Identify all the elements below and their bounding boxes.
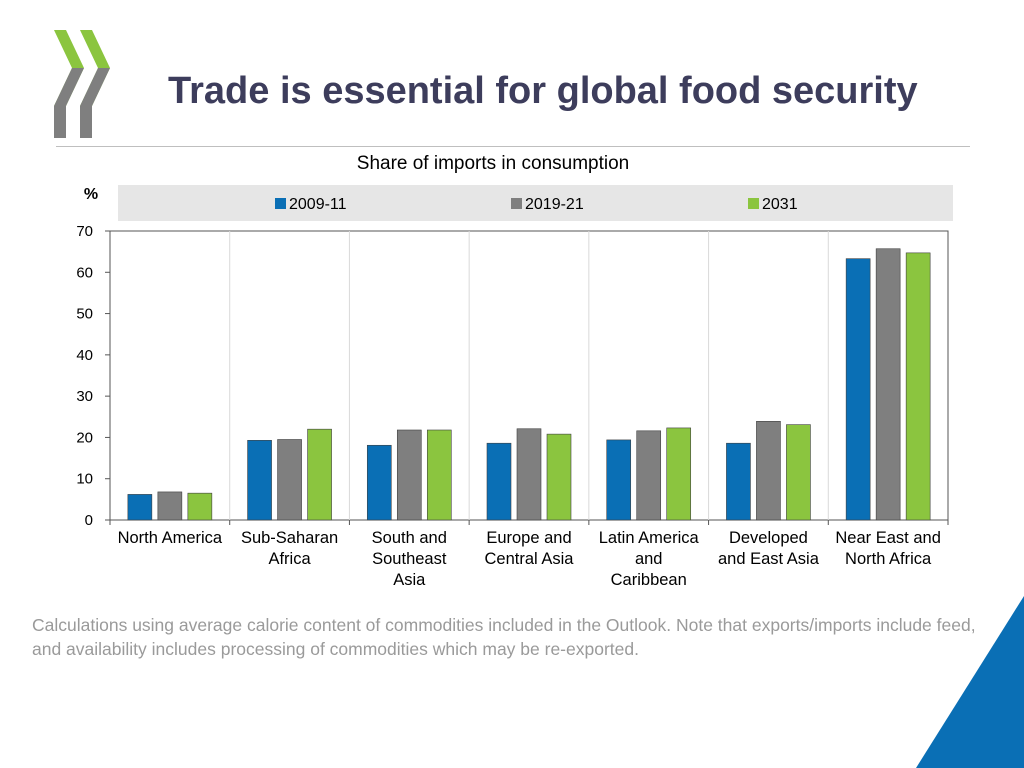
y-tick-label: 40 (76, 347, 93, 364)
legend-label-2009-11: 2009-11 (289, 196, 347, 213)
bar-2019-21-6 (875, 248, 901, 521)
bar-2009-11-0 (127, 494, 153, 521)
title-divider (56, 146, 970, 147)
bar-2009-11-5 (726, 442, 751, 521)
logo-chevron-gray-right (80, 68, 110, 138)
legend-label-2031: 2031 (762, 196, 798, 213)
legend-box (118, 185, 953, 221)
bar-2009-11-3 (486, 442, 512, 521)
x-tick-label: North America (118, 529, 223, 547)
bar-2009-11-6 (845, 258, 871, 521)
bar-2009-11-4 (606, 439, 632, 521)
x-tick-label: Sub-Saharan Africa (241, 529, 338, 568)
footnote: Calculations using average calorie conte… (32, 615, 976, 659)
bar-2019-21-3 (516, 428, 542, 521)
y-axis-unit-label: % (84, 186, 98, 203)
legend-swatch-2031 (748, 198, 759, 209)
legend-swatch-2019-21 (511, 198, 522, 209)
legend-swatch-2009-11 (275, 198, 286, 209)
bar-chart: Share of imports in consumption % 010203… (76, 153, 953, 589)
bar-2031-3 (546, 433, 572, 521)
bar-2019-21-0 (157, 491, 183, 521)
y-tick-label: 60 (76, 264, 93, 281)
bar-2031-2 (426, 429, 452, 521)
bar-2009-11-1 (247, 440, 272, 521)
bar-2019-21-5 (756, 421, 781, 521)
x-tick-label: South and Southeast Asia (372, 529, 447, 589)
x-tick-label: Near East and North Africa (835, 529, 940, 568)
y-tick-label: 30 (76, 388, 93, 405)
page-title: Trade is essential for global food secur… (168, 70, 918, 112)
logo-chevron-gray-left (54, 68, 84, 138)
y-tick-label: 70 (76, 223, 93, 240)
chart-title: Share of imports in consumption (357, 153, 629, 174)
bar-2031-0 (187, 492, 213, 521)
bar-2019-21-2 (396, 429, 422, 521)
legend-label-2019-21: 2019-21 (525, 196, 584, 213)
bar-2019-21-4 (636, 430, 662, 521)
oecd-logo (54, 30, 110, 138)
x-tick-label: Developed and East Asia (718, 529, 820, 568)
corner-blue-triangle (916, 596, 1024, 768)
bar-2031-4 (666, 427, 692, 521)
y-tick-label: 0 (85, 512, 93, 529)
x-tick-label: Latin America and Caribbean (599, 529, 700, 589)
y-tick-label: 10 (76, 471, 93, 488)
x-tick-label: Europe and Central Asia (485, 529, 575, 568)
bar-2031-6 (905, 252, 931, 521)
bar-2031-1 (307, 428, 332, 521)
y-tick-label: 50 (76, 306, 93, 323)
bar-2019-21-1 (277, 439, 302, 521)
y-tick-label: 20 (76, 429, 93, 446)
bar-2009-11-2 (366, 444, 392, 521)
bar-2031-5 (786, 424, 811, 521)
